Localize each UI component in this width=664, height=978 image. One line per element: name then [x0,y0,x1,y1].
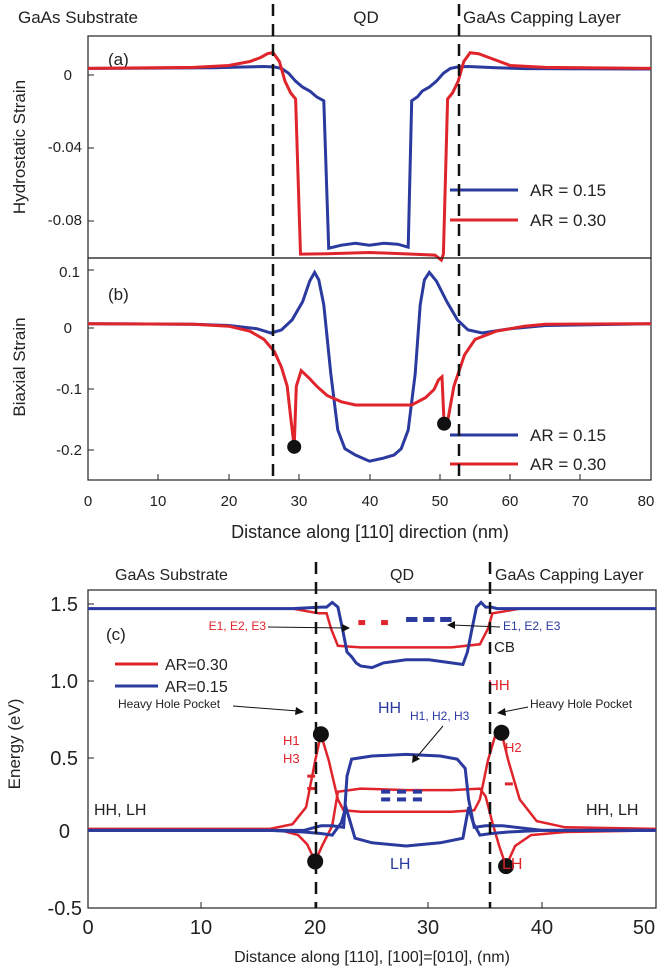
panel-b-xticks: 0 10 20 30 40 50 60 70 80 [84,493,655,510]
annot-hh-pocket-right: Heavy Hole Pocket [530,697,633,711]
annot-h1: H1 [283,733,300,748]
panel-b-frame [87,257,652,481]
panel-a-legend-blue: AR = 0.15 [530,181,606,200]
annot-h3: H3 [283,751,300,766]
region-label-capping-bottom: GaAs Capping Layer [495,567,644,584]
panel-c-blue-cb [88,600,656,670]
region-label-qd-bottom: QD [390,567,414,584]
panel-c-xtick-0: 0 [82,917,93,939]
panel-c-xtick-4: 40 [531,917,553,939]
arrow-hh-pocket-left [232,705,299,712]
region-label-substrate-top: GaAs Substrate [18,8,138,27]
panel-b-ytick-3: -0.2 [56,442,82,459]
panel-b-ytick-2: -0.1 [56,381,82,398]
panel-b-xtick-5: 50 [432,493,449,510]
annot-cb: CB [494,639,515,656]
arrow-h-blue-head [412,754,420,763]
annot-e-red: E1, E2, E3 [209,619,267,633]
panel-c-frame [87,589,657,909]
panel-b-xtick-4: 40 [362,493,379,510]
annot-lh-red: LH [502,856,522,873]
annot-lh-blue: LH [390,856,410,873]
panel-b-legend-red: AR = 0.30 [530,455,606,474]
panel-b-xlabel: Distance along [110] direction (nm) [231,522,509,542]
panel-b-xtick-0: 0 [84,493,92,510]
panel-a-series-ar030 [87,51,652,263]
annot-hhlh-left: HH, LH [94,802,146,819]
panel-b-ticks [88,269,94,451]
arrow-hh-pocket-left-head [295,707,304,715]
panel-a-ticks [88,74,94,222]
panel-a-legend-red: AR = 0.30 [530,211,606,230]
panel-c-xticks: 0 10 20 30 40 50 [82,917,655,939]
panel-a-ylabel: Hydrostatic Strain [10,80,29,214]
panel-b-xtick-8: 80 [638,493,655,510]
panel-b-label: (b) [108,285,129,304]
panel-c-ytick-1: 1.0 [50,671,78,693]
panel-b-xtick-3: 30 [291,493,308,510]
panel-a-label: (a) [108,50,129,69]
panel-b-xtick-marks [157,474,581,480]
panel-b-series-ar030 [87,322,652,448]
annot-hh-red: HH [488,677,510,694]
annot-h2: H2 [505,740,522,755]
region-label-qd-top: QD [353,8,379,27]
arrow-e-red [267,626,346,629]
panel-b-xtick-7: 70 [572,493,589,510]
annot-hh-pocket-left: Heavy Hole Pocket [118,697,221,711]
panel-c-legend-blue: AR=0.15 [165,679,228,696]
panel-b-ytick-1: 0 [64,320,72,337]
panel-c-blue-lh [88,801,656,848]
panel-c-label: (c) [106,625,126,644]
panel-b-xtick-1: 10 [150,493,167,510]
arrow-e-blue [451,624,501,628]
panel-b-marker-1 [287,439,302,454]
panel-c-levels [307,616,513,802]
annot-hhlh-right: HH, LH [586,802,638,819]
panel-c-xtick-5: 50 [633,917,655,939]
arrow-e-red-head [342,624,350,632]
panel-b-xtick-6: 60 [502,493,519,510]
panel-c-xtick-3: 30 [417,917,439,939]
arrow-e-blue-head [447,621,455,629]
panel-c-ylabel: Energy (eV) [5,699,24,790]
arrow-hh-pocket-right-head [497,708,506,716]
panel-c-red-hh [88,730,657,831]
panel-b-ytick-0: 0.1 [59,264,80,281]
panel-a-ytick-0: 0 [64,67,72,84]
panel-b: (b) Biaxial Strain 0.1 0 -0.1 -0.2 AR = … [10,257,655,542]
panel-c-ytick-2: 0.5 [50,748,78,770]
panel-c-marker-4 [498,858,515,875]
annot-e-blue: E1, E2, E3 [503,619,561,633]
panel-c-xlabel: Distance along [110], [100]=[010], (nm) [234,949,510,966]
panel-c-marker-3 [493,724,510,741]
panel-b-series-ar015 [87,269,652,463]
panel-c-ytick-4: -0.5 [48,898,82,920]
panel-c-red-lh [88,787,657,870]
region-label-capping-top: GaAs Capping Layer [463,8,621,27]
region-label-substrate-bottom: GaAs Substrate [115,567,228,584]
panel-c-legend-red: AR=0.30 [165,657,228,674]
annot-hh-blue: HH [378,700,401,717]
annot-h-blue: H1, H2, H3 [410,709,470,723]
panel-a-ytick-2: -0.08 [48,212,82,229]
panel-c-red-cb [88,607,656,649]
panel-b-ylabel: Biaxial Strain [10,317,29,416]
panel-b-marker-2 [437,416,452,431]
panel-c-blue-hh [88,752,656,832]
panel-c-ytick-3: 0 [59,821,70,843]
panel-b-legend-blue: AR = 0.15 [530,426,606,445]
panel-c: (c) Energy (eV) 1.5 1.0 0.5 0 -0.5 E1, E… [5,589,657,966]
panel-b-xtick-2: 20 [221,493,238,510]
panel-c-xtick-2: 20 [304,917,326,939]
panel-a: (a) Hydrostatic Strain 0 -0.04 -0.08 AR … [10,35,652,263]
panel-c-xtick-1: 10 [190,917,212,939]
panel-a-ytick-1: -0.04 [48,139,82,156]
panel-c-ytick-0: 1.5 [50,594,78,616]
arrow-h-blue [415,725,444,759]
panel-c-marker-2 [307,853,324,870]
arrow-hh-pocket-right [502,706,529,713]
panel-c-ticks [88,603,94,832]
